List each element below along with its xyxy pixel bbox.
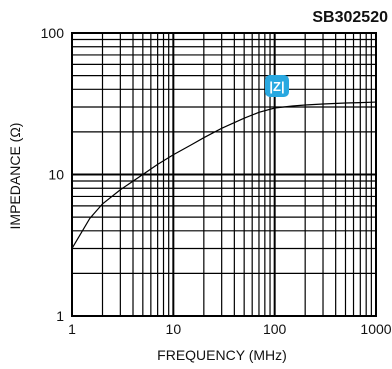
x-axis-label: FREQUENCY (MHz) — [157, 347, 287, 363]
x-tick-label: 1000 — [360, 321, 391, 337]
legend-badge-bg — [265, 75, 289, 97]
x-tick-labels: 1 10 100 1000 — [68, 321, 392, 337]
y-axis-label: IMPEDANCE (Ω) — [7, 123, 23, 230]
y-tick-labels: 1 10 100 — [41, 25, 65, 324]
y-tick-label: 1 — [56, 308, 64, 324]
y-tick-label: 10 — [48, 167, 64, 183]
y-tick-label: 100 — [41, 25, 65, 41]
chart-title: SB302520 — [312, 9, 388, 26]
legend-series-label: |Z| — [269, 79, 284, 94]
series-legend-badge: |Z| — [265, 75, 289, 97]
plot-frame — [71, 32, 377, 317]
x-tick-label: 100 — [263, 321, 287, 337]
impedance-curve — [71, 101, 377, 249]
x-tick-label: 10 — [166, 321, 182, 337]
x-tick-label: 1 — [68, 321, 76, 337]
